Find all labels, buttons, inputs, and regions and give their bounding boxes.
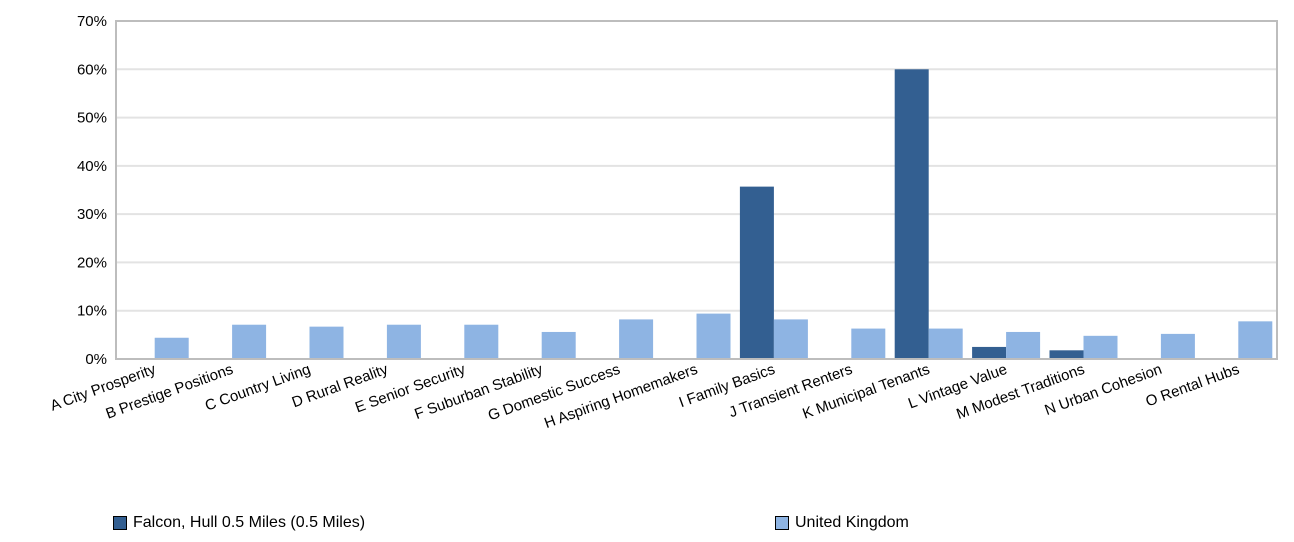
y-tick-label: 10% xyxy=(77,303,107,320)
x-tick-label: K Municipal Tenants xyxy=(800,361,932,423)
legend-label-local: Falcon, Hull 0.5 Miles (0.5 Miles) xyxy=(133,514,366,531)
legend-label-uk: United Kingdom xyxy=(795,514,909,531)
bar-uk xyxy=(309,326,344,359)
legend-item-uk: United Kingdom xyxy=(775,514,909,532)
bar-local xyxy=(1049,350,1084,359)
bar-uk xyxy=(232,324,267,359)
bar-local xyxy=(739,186,774,359)
y-tick-label: 30% xyxy=(77,206,107,223)
y-tick-label: 60% xyxy=(77,61,107,78)
bar-uk xyxy=(541,331,576,359)
legend-item-local: Falcon, Hull 0.5 Miles (0.5 Miles) xyxy=(113,514,365,532)
legend-swatch-uk xyxy=(775,516,789,530)
bar-local xyxy=(972,346,1007,359)
y-tick-label: 20% xyxy=(77,254,107,271)
bar-uk xyxy=(928,328,963,359)
bar-uk xyxy=(696,313,731,359)
bar-uk xyxy=(851,328,886,359)
bar-uk xyxy=(619,319,654,359)
bar-uk xyxy=(773,319,808,359)
y-axis-ticks: 0% 10% 20% 30% 40% 50% 60% 70% xyxy=(77,13,107,368)
bar-uk xyxy=(1238,321,1273,359)
bar-uk xyxy=(464,324,499,359)
x-tick-label: M Modest Traditions xyxy=(954,361,1087,423)
y-tick-label: 0% xyxy=(85,351,107,368)
y-tick-label: 50% xyxy=(77,110,107,127)
plot-frame xyxy=(115,20,1278,360)
bar-uk xyxy=(1006,331,1041,359)
x-tick-label: B Prestige Positions xyxy=(104,361,236,423)
legend-swatch-local xyxy=(113,516,127,530)
y-tick-label: 70% xyxy=(77,13,107,30)
x-tick-label: F Suburban Stability xyxy=(412,361,545,423)
bar-local xyxy=(894,69,929,360)
gridlines xyxy=(116,68,1277,312)
bar-uk xyxy=(154,337,189,359)
bars xyxy=(154,69,1273,360)
bar-uk xyxy=(1160,333,1195,359)
y-tick-label: 40% xyxy=(77,158,107,175)
bar-uk xyxy=(386,324,421,359)
bar-uk xyxy=(1083,335,1118,359)
